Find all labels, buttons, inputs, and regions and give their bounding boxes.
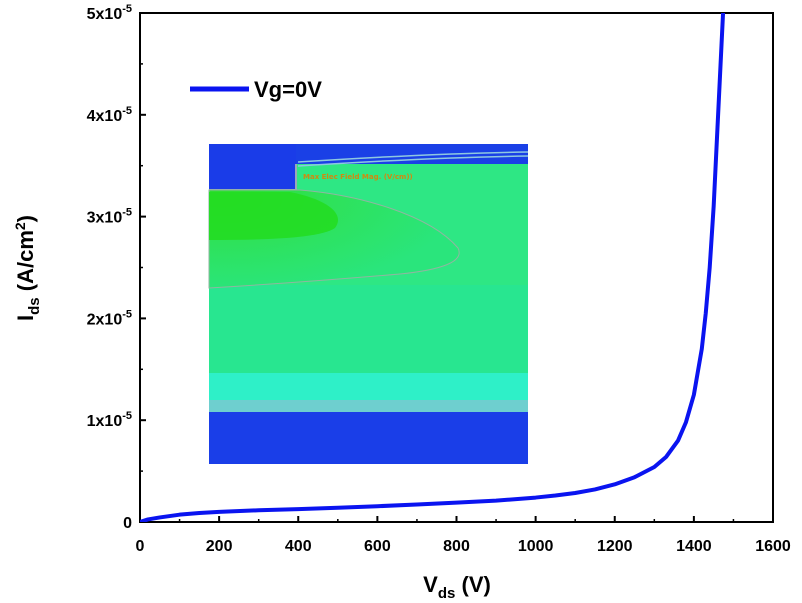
x-tick-label: 800 <box>443 538 470 555</box>
y-tick-label: 5x10-5 <box>87 3 132 23</box>
x-tick-label: 400 <box>285 538 312 555</box>
inset-substrate <box>209 412 528 464</box>
x-tick-label: 1200 <box>597 538 633 555</box>
inset-field-lines <box>297 151 529 167</box>
inset-transition-band <box>209 400 528 412</box>
x-tick-label: 1600 <box>755 538 791 555</box>
y-tick-label: 3x10-5 <box>87 207 132 227</box>
x-ticks: 0 200 400 600 800 1000 1200 1400 1600 <box>136 516 791 555</box>
y-axis-title: Ids (A/cm2) <box>12 215 43 321</box>
y-tick-label: 4x10-5 <box>87 105 132 125</box>
y-tick-label: 2x10-5 <box>87 308 132 328</box>
x-axis-title: Vds (V) <box>423 572 491 602</box>
x-tick-label: 600 <box>364 538 391 555</box>
legend: Vg=0V <box>190 77 322 102</box>
x-tick-label: 200 <box>206 538 233 555</box>
y-tick-label: 1x10-5 <box>87 410 132 430</box>
inset-label: Max Elec Field Mag. (V/cm)) <box>303 173 413 181</box>
x-tick-label: 1000 <box>518 538 554 555</box>
inset-peak-lobe <box>209 192 338 240</box>
y-ticks: 0 1x10-5 2x10-5 3x10-5 4x10-5 5x10-5 <box>87 3 146 532</box>
inset-drift-region <box>209 285 528 375</box>
x-tick-label: 1400 <box>676 538 712 555</box>
series-line-vg0v <box>140 13 726 522</box>
y-tick-label: 0 <box>123 515 132 532</box>
legend-label: Vg=0V <box>254 77 322 102</box>
x-tick-label: 0 <box>136 538 145 555</box>
inset-gate-block <box>209 144 296 190</box>
inset-field-map: Max Elec Field Mag. (V/cm)) <box>208 144 529 464</box>
